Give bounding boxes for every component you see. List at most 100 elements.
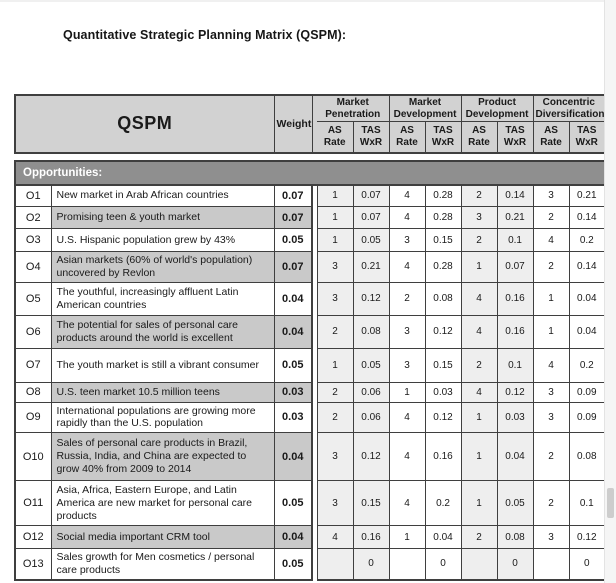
subheader-as-rate: AS Rate bbox=[532, 121, 570, 154]
strategy-header-product-development: Product Development bbox=[460, 94, 534, 122]
tas-value-cell: 0.06 bbox=[352, 381, 390, 403]
row-spacer-cell bbox=[312, 382, 318, 403]
tas-value-cell: 0.04 bbox=[496, 432, 534, 482]
row-weight-cell: 0.03 bbox=[273, 401, 314, 434]
row-spacer-cell bbox=[312, 228, 318, 252]
row-description-cell: New market in Arab African countries bbox=[50, 184, 275, 207]
table-row: O9 International populations are growing … bbox=[14, 401, 607, 434]
tas-value-cell: 0.16 bbox=[496, 281, 534, 316]
subheader-as-rate: AS Rate bbox=[460, 121, 498, 154]
as-rate-value-cell: 1 bbox=[532, 281, 570, 316]
as-rate-value-cell: 4 bbox=[388, 401, 426, 434]
row-weight-cell: 0.07 bbox=[273, 206, 314, 229]
as-rate-value-cell: 4 bbox=[388, 432, 426, 482]
table-row: O2 Promising teen & youth market 0.07 1 0.07… bbox=[14, 206, 607, 229]
table-row: O1 New market in Arab African countries 0.… bbox=[14, 184, 607, 207]
tas-value-cell: 0.04 bbox=[568, 281, 607, 316]
tas-value-cell: 0.12 bbox=[496, 381, 534, 403]
as-rate-value-cell: 4 bbox=[460, 281, 498, 316]
as-rate-value-cell: 2 bbox=[460, 228, 498, 252]
row-id-cell: O7 bbox=[14, 347, 52, 383]
strategy-header-market-development: Market Development bbox=[388, 94, 462, 122]
row-spacer-cell bbox=[312, 282, 318, 316]
strategy-header-concentric-diversification: Concentric Diversification bbox=[532, 94, 607, 122]
table-corner-label: QSPM bbox=[13, 94, 275, 154]
as-rate-value-cell: 2 bbox=[460, 347, 498, 383]
row-id-cell: O6 bbox=[14, 314, 52, 349]
tas-value-cell: 0.16 bbox=[496, 314, 534, 349]
row-description-cell: U.S. Hispanic population grew by 43% bbox=[50, 228, 275, 252]
tas-value-cell: 0.28 bbox=[424, 184, 462, 207]
as-rate-value-cell: 3 bbox=[316, 480, 354, 527]
tas-value-cell: 0.1 bbox=[496, 347, 534, 383]
as-rate-value-cell: 4 bbox=[532, 228, 570, 252]
as-rate-value-cell: 1 bbox=[388, 525, 426, 550]
tas-value-cell: 0.12 bbox=[424, 401, 462, 434]
subheader-tas-wxr: TAS WxR bbox=[496, 121, 534, 154]
as-rate-value-cell: 3 bbox=[316, 251, 354, 283]
row-id-cell: O13 bbox=[14, 548, 52, 581]
vertical-scrollbar-thumb[interactable] bbox=[607, 488, 614, 518]
as-rate-value-cell: 2 bbox=[316, 314, 354, 349]
row-weight-cell: 0.05 bbox=[273, 347, 314, 383]
tas-value-cell: 0.1 bbox=[496, 228, 534, 252]
row-id-cell: O9 bbox=[14, 401, 52, 434]
tas-value-cell: 0.28 bbox=[424, 251, 462, 283]
as-rate-value-cell: 1 bbox=[316, 206, 354, 229]
row-description-cell: Promising teen & youth market bbox=[50, 206, 275, 229]
row-description-cell: U.S. teen market 10.5 million teens bbox=[50, 381, 275, 403]
row-spacer-cell bbox=[312, 348, 318, 383]
table-row: O11 Asia, Africa, Eastern Europe, and Lat… bbox=[14, 480, 607, 527]
tas-value-cell: 0.08 bbox=[496, 525, 534, 550]
tas-value-cell: 0.12 bbox=[424, 314, 462, 349]
header-spacer bbox=[312, 94, 318, 154]
row-spacer-cell bbox=[312, 548, 318, 580]
row-description-cell: The youthful, increasingly affluent Lati… bbox=[50, 281, 275, 316]
tas-value-cell: 0 bbox=[352, 548, 390, 581]
vertical-scrollbar-track[interactable] bbox=[604, 0, 616, 583]
table-row: O12 Social media important CRM tool 0.04 4 0… bbox=[14, 525, 607, 550]
as-rate-value-cell: 1 bbox=[460, 401, 498, 434]
as-rate-value-cell: 1 bbox=[460, 480, 498, 527]
tas-value-cell: 0.05 bbox=[496, 480, 534, 527]
as-rate-value-cell: 2 bbox=[316, 381, 354, 403]
tas-value-cell: 0.14 bbox=[496, 184, 534, 207]
as-rate-value-cell: 3 bbox=[460, 206, 498, 229]
tas-value-cell: 0.21 bbox=[352, 251, 390, 283]
subheader-tas-wxr: TAS WxR bbox=[424, 121, 462, 154]
as-rate-value-cell: 3 bbox=[316, 432, 354, 482]
row-spacer-cell bbox=[312, 206, 318, 229]
section-header-row: Opportunities: bbox=[13, 159, 607, 186]
window-top-edge bbox=[0, 0, 616, 2]
row-weight-cell: 0.05 bbox=[273, 228, 314, 252]
as-rate-value-cell: 2 bbox=[460, 184, 498, 207]
table-body: O1 New market in Arab African countries 0.… bbox=[14, 184, 607, 581]
tas-value-cell: 0.15 bbox=[352, 480, 390, 527]
tas-value-cell: 0.08 bbox=[424, 281, 462, 316]
tas-value-cell: 0.1 bbox=[568, 480, 607, 527]
row-weight-cell: 0.04 bbox=[273, 525, 314, 550]
row-weight-cell: 0.04 bbox=[273, 314, 314, 349]
row-spacer-cell bbox=[312, 432, 318, 481]
as-rate-value-cell: 2 bbox=[532, 251, 570, 283]
row-id-cell: O11 bbox=[14, 480, 52, 527]
as-rate-value-cell: 2 bbox=[532, 206, 570, 229]
as-rate-value-cell: 3 bbox=[388, 228, 426, 252]
tas-value-cell: 0.21 bbox=[496, 206, 534, 229]
row-weight-cell: 0.04 bbox=[273, 432, 314, 482]
tas-value-cell: 0.07 bbox=[352, 206, 390, 229]
row-spacer-cell bbox=[312, 480, 318, 526]
as-rate-value-cell: 1 bbox=[316, 228, 354, 252]
as-rate-value-cell: 2 bbox=[316, 401, 354, 434]
tas-value-cell: 0.08 bbox=[352, 314, 390, 349]
as-rate-value-cell: 2 bbox=[532, 480, 570, 527]
as-rate-value-cell bbox=[316, 548, 354, 581]
as-rate-value-cell: 2 bbox=[532, 432, 570, 482]
as-rate-value-cell: 3 bbox=[316, 281, 354, 316]
tas-value-cell: 0.2 bbox=[568, 347, 607, 383]
table-row: O8 U.S. teen market 10.5 million teens 0.0… bbox=[14, 381, 607, 403]
row-description-cell: The youth market is still a vibrant cons… bbox=[50, 347, 275, 383]
tas-value-cell: 0.08 bbox=[568, 432, 607, 482]
tas-value-cell: 0.09 bbox=[568, 381, 607, 403]
table-header-group: QSPM Weight Market Penetration Market De… bbox=[13, 94, 607, 186]
